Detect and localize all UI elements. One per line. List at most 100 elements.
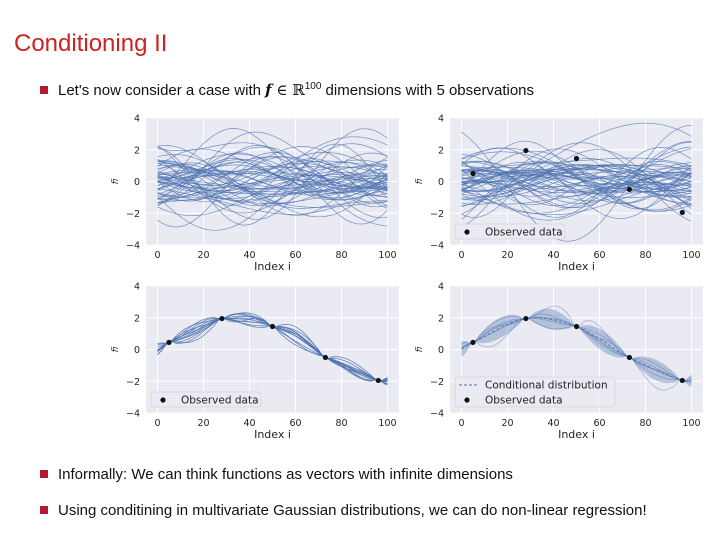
legend-label: Observed data: [181, 395, 259, 407]
observation-point: [166, 339, 172, 345]
sample-line: [461, 149, 692, 215]
y-tick-label: 4: [134, 114, 140, 125]
sample-line: [461, 162, 692, 219]
bullet-square-icon: [40, 506, 48, 514]
legend-box: [150, 391, 262, 408]
y-tick-label: 2: [134, 313, 140, 324]
observation-point: [375, 377, 381, 384]
x-tick-label: 0: [154, 250, 160, 261]
observation-point: [679, 377, 685, 384]
observation-point: [626, 186, 633, 193]
x-tick-label: 40: [243, 250, 255, 261]
bullet-square-icon: [40, 86, 48, 94]
sample-line: [157, 128, 388, 200]
sample-line: [157, 136, 388, 204]
sample-line: [157, 146, 388, 198]
sample-line: [157, 131, 388, 205]
sample-line: [157, 128, 388, 220]
x-tick-label: 20: [197, 418, 209, 429]
slide-title: Conditioning II: [14, 30, 168, 57]
y-tick-label: −4: [126, 409, 140, 420]
bullet-intro-f: f: [265, 81, 272, 99]
y-tick-label: 4: [134, 282, 140, 293]
x-axis-label: Index i: [254, 260, 291, 273]
plot-content: [461, 122, 692, 242]
x-tick-label: 80: [639, 250, 651, 261]
sample-line: [461, 161, 692, 207]
y-tick-label: −4: [126, 241, 140, 252]
sample-line: [157, 152, 388, 201]
sample-line: [461, 173, 692, 204]
x-tick-label: 20: [501, 418, 513, 429]
sample-line: [157, 143, 388, 226]
x-axis-label: Index i: [558, 260, 595, 273]
sample-line: [461, 146, 692, 214]
chart-panel-bottom-right: 0 20 40 60 80 100 −4 −2 0 2 4 Index i fi Conditional …: [415, 282, 703, 441]
observation-point: [523, 147, 529, 154]
x-tick-label: 80: [639, 418, 651, 429]
observation-point: [470, 170, 476, 177]
x-tick-label: 100: [378, 418, 396, 429]
sample-line: [157, 152, 388, 207]
sample-line: [461, 171, 692, 192]
sample-line: [157, 152, 388, 207]
bullet-intro-in: ∈ ℝ: [271, 81, 305, 99]
x-tick-label: 60: [289, 250, 301, 261]
sample-line: [461, 142, 692, 222]
observation-point: [523, 315, 529, 322]
sample-line: [461, 147, 692, 194]
sample-line: [157, 186, 388, 215]
sample-line: [461, 164, 692, 197]
sample-line: [461, 169, 692, 191]
bullet-intro-post: dimensions with 5 observations: [321, 82, 534, 99]
x-axis-label: Index i: [254, 428, 291, 441]
x-axis-label: Index i: [558, 428, 595, 441]
legend-label: Observed data: [485, 395, 563, 407]
legend-marker-observed: [464, 229, 470, 235]
bullet-regression: Using conditining in multivariate Gaussi…: [40, 502, 647, 519]
y-tick-label: 2: [438, 145, 444, 156]
sample-line: [157, 156, 388, 228]
observation-point: [573, 323, 580, 330]
x-tick-label: 60: [289, 418, 301, 429]
y-tick-label: −4: [430, 241, 444, 252]
sample-line: [461, 161, 692, 193]
sample-line: [157, 180, 388, 195]
y-tick-label: 0: [134, 345, 140, 356]
x-tick-label: 20: [197, 250, 209, 261]
bullet-intro-pre: Let's now consider a case with: [58, 82, 266, 99]
sample-line: [461, 177, 692, 205]
x-tick-label: 100: [682, 418, 700, 429]
y-axis-label: fi: [111, 346, 121, 352]
x-tick-label: 80: [335, 418, 347, 429]
y-tick-label: −2: [430, 377, 444, 388]
bullet-informal: Informally: We can think functions as ve…: [40, 466, 513, 483]
y-tick-label: 0: [438, 177, 444, 188]
sample-line: [461, 164, 692, 200]
chart-panel-bottom-left: 0 20 40 60 80 100 −4 −2 0 2 4 Index i fi Observed dat…: [111, 282, 399, 441]
sample-line: [157, 176, 388, 204]
sample-line: [157, 163, 388, 197]
bullet-intro-sup: 100: [304, 81, 322, 92]
x-tick-label: 0: [458, 418, 464, 429]
y-tick-label: 2: [134, 145, 140, 156]
sample-line: [461, 148, 692, 215]
plot-content: [461, 305, 692, 391]
x-tick-label: 40: [547, 418, 559, 429]
y-tick-label: 0: [438, 345, 444, 356]
sample-line: [461, 181, 692, 187]
x-tick-label: 80: [335, 250, 347, 261]
y-tick-label: 2: [438, 313, 444, 324]
plot-content: [157, 128, 388, 231]
observation-point: [269, 323, 276, 330]
legend-box: [454, 223, 566, 240]
y-axis-label: fi: [415, 178, 425, 184]
x-tick-label: 100: [378, 250, 396, 261]
sample-line: [461, 164, 692, 201]
plot-content: [157, 312, 388, 386]
bullet-intro: Let's now consider a case with f ∈ ℝ100 …: [40, 81, 534, 99]
sample-line: [157, 146, 388, 219]
x-tick-label: 40: [243, 418, 255, 429]
sample-line: [157, 160, 388, 193]
